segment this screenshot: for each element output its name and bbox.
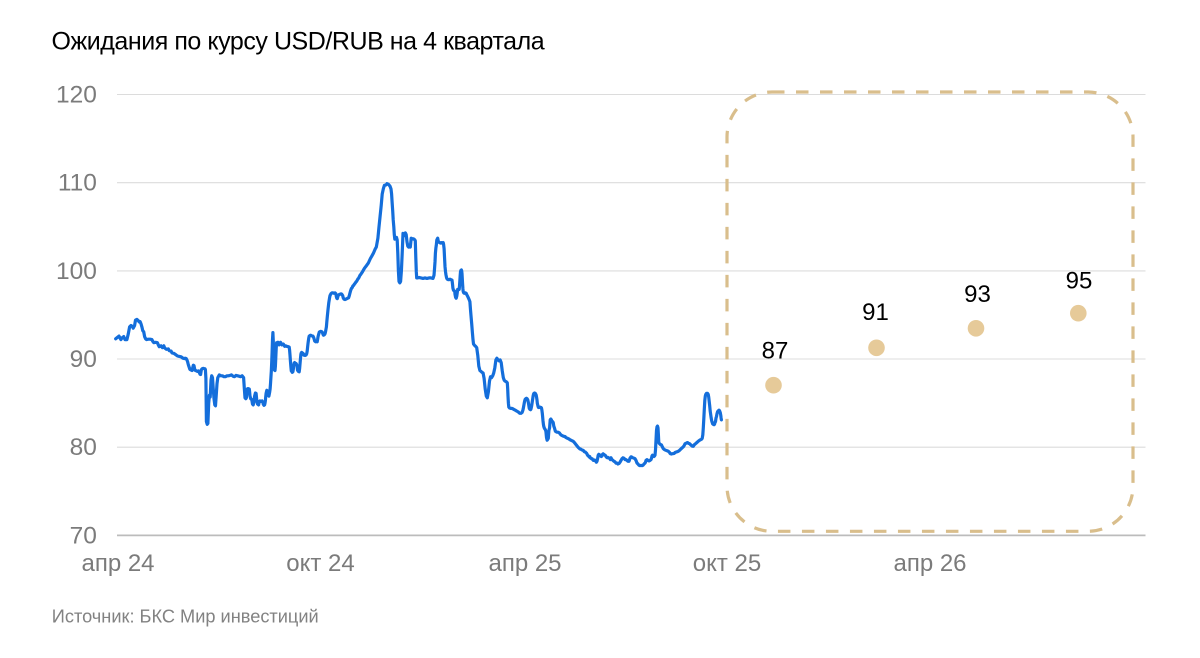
svg-text:91: 91 <box>862 299 889 326</box>
svg-text:Источник: БКС Мир инвестиций: Источник: БКС Мир инвестиций <box>52 607 319 627</box>
svg-text:Ожидания по курсу USD/RUB на 4: Ожидания по курсу USD/RUB на 4 квартала <box>52 28 545 56</box>
svg-text:90: 90 <box>70 346 97 373</box>
svg-text:93: 93 <box>964 281 991 308</box>
svg-text:95: 95 <box>1066 268 1093 295</box>
svg-text:апр 25: апр 25 <box>488 550 561 577</box>
svg-text:87: 87 <box>762 337 789 364</box>
svg-text:100: 100 <box>56 258 97 285</box>
svg-text:окт 25: окт 25 <box>693 550 761 577</box>
svg-text:окт 24: окт 24 <box>286 550 354 577</box>
svg-text:70: 70 <box>70 522 97 549</box>
svg-text:апр 24: апр 24 <box>81 550 154 577</box>
svg-text:120: 120 <box>56 81 97 108</box>
svg-text:110: 110 <box>58 170 97 197</box>
svg-text:80: 80 <box>70 434 97 461</box>
svg-text:апр 26: апр 26 <box>893 550 966 577</box>
